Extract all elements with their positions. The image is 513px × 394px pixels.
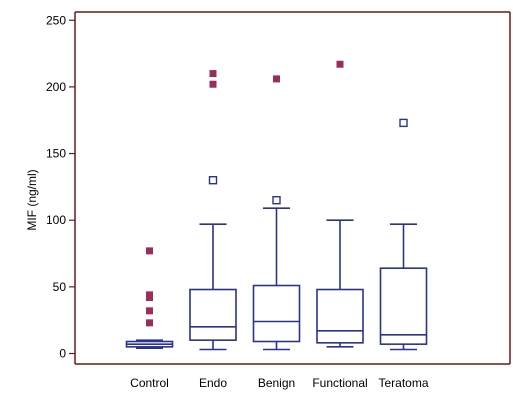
x-tick-label: Functional bbox=[312, 376, 367, 390]
box-iqr bbox=[316, 288, 364, 344]
box-iqr bbox=[252, 284, 301, 343]
box-benign bbox=[252, 75, 301, 351]
y-tick-label: 100 bbox=[46, 213, 66, 227]
box-teratoma bbox=[379, 118, 428, 351]
y-axis: 0 50 100 150 200 250 bbox=[46, 13, 75, 361]
far-outlier-point bbox=[336, 60, 344, 68]
box-control bbox=[125, 247, 174, 349]
box-iqr bbox=[189, 288, 237, 341]
box-endo bbox=[189, 70, 237, 351]
far-outlier-point bbox=[209, 70, 217, 78]
y-axis-title: MIF (ng/ml) bbox=[25, 169, 39, 230]
outlier-point bbox=[272, 196, 281, 205]
y-tick-label: 50 bbox=[53, 280, 67, 294]
outlier-point bbox=[399, 118, 408, 128]
plot-frame bbox=[74, 11, 511, 365]
x-tick-label: Teratoma bbox=[378, 376, 428, 390]
far-outlier-point bbox=[146, 294, 153, 302]
far-outlier-point bbox=[146, 247, 153, 255]
y-tick-label: 0 bbox=[59, 347, 66, 361]
x-tick-label: Benign bbox=[258, 376, 295, 390]
boxes bbox=[125, 60, 428, 351]
y-tick-label: 150 bbox=[46, 147, 66, 161]
y-tick-label: 200 bbox=[46, 80, 66, 94]
far-outlier-point bbox=[273, 75, 280, 83]
box-functional bbox=[316, 60, 364, 348]
box-iqr bbox=[379, 267, 428, 345]
x-tick-label: Endo bbox=[199, 376, 227, 390]
x-axis: Control Endo Benign Functional Teratoma bbox=[130, 376, 429, 390]
far-outlier-point bbox=[146, 307, 153, 315]
x-tick-label: Control bbox=[130, 376, 169, 390]
outlier-point bbox=[208, 176, 218, 185]
far-outlier-point bbox=[146, 319, 153, 327]
y-tick-label: 250 bbox=[46, 13, 66, 27]
far-outlier-point bbox=[209, 80, 217, 88]
